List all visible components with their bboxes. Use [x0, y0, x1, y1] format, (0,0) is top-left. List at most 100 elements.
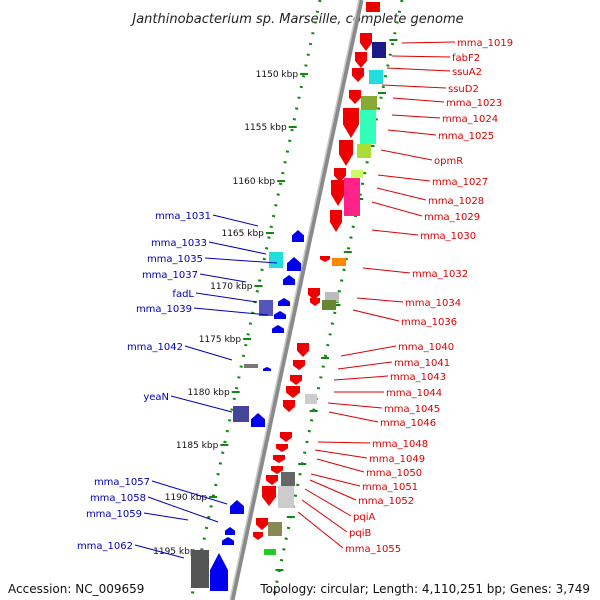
gene-box [322, 300, 336, 310]
genome-stats-label: Topology: circular; Length: 4,110,251 bp… [260, 582, 590, 596]
gene-arrow [334, 168, 346, 182]
gene-box [268, 522, 282, 536]
gene-arrow [290, 375, 302, 385]
label-leader-line [143, 512, 189, 521]
label-leader-line [333, 375, 389, 381]
kbp-tick-label: 1165 kbp [221, 229, 264, 239]
label-leader-line [362, 267, 411, 274]
label-leader-line [352, 309, 400, 322]
label-leader-line [317, 441, 371, 444]
gene-label: mma_1048 [372, 439, 428, 450]
label-leader-line [204, 257, 278, 264]
gene-label: yeaN [143, 392, 169, 403]
label-leader-line [337, 361, 393, 370]
label-leader-line [380, 149, 433, 161]
gene-label: mma_1062 [77, 541, 133, 552]
label-leader-line [401, 41, 456, 44]
gene-arrow [262, 486, 276, 506]
gene-box [357, 144, 371, 158]
map-title: Janthinobacterium sp. Marseille, complet… [129, 12, 463, 27]
label-leader-line [376, 187, 427, 201]
label-leader-line [212, 214, 259, 227]
kbp-tick-label: 1195 kbp [153, 547, 196, 557]
kbp-tick-label: 1160 kbp [233, 177, 276, 187]
gene-label: mma_1023 [446, 98, 502, 109]
label-leader-line [391, 114, 441, 119]
label-leader-line [377, 174, 431, 182]
label-leader-line [340, 345, 397, 357]
genome-backbone-highlight [229, 0, 360, 600]
gene-label: ssuA2 [452, 67, 482, 78]
gene-label: fabF2 [452, 53, 480, 64]
label-leader-line [297, 511, 344, 549]
gene-arrow [331, 180, 345, 206]
gene-label: mma_1044 [386, 388, 442, 399]
gene-label: mma_1019 [457, 38, 513, 49]
gene-arrow [230, 500, 244, 514]
gene-label: mma_1057 [94, 477, 150, 488]
gene-arrow [278, 298, 290, 306]
gene-arrow [308, 288, 320, 300]
gene-box [366, 2, 380, 12]
label-leader-line [328, 411, 379, 423]
label-leader-line [134, 544, 185, 559]
gene-label: mma_1024 [442, 114, 498, 125]
gene-label: fadL [172, 289, 194, 300]
gene-arrow [274, 311, 286, 319]
gene-arrow [225, 527, 235, 535]
label-leader-line [391, 55, 451, 58]
gene-label: mma_1025 [438, 131, 494, 142]
forward-gene-labels: mma_1019 fabF2 ssuA2 ssuD2 mma_1023 mma_1024m… [297, 38, 513, 555]
gene-arrow [355, 52, 367, 68]
gene-arrow [273, 455, 285, 463]
gene-arrow [343, 108, 359, 138]
gene-arrow [292, 230, 304, 242]
gene-box [344, 178, 360, 216]
gene-label: mma_1035 [147, 254, 203, 265]
gene-arrow [271, 466, 283, 474]
gene-label: mma_1045 [384, 404, 440, 415]
label-leader-line [304, 488, 352, 517]
label-leader-line [316, 458, 365, 473]
gene-arrow [339, 140, 353, 166]
gene-label: mma_1055 [345, 544, 401, 555]
kbp-tick-label: 1185 kbp [176, 441, 219, 451]
label-leader-line [310, 473, 361, 487]
gene-box [259, 300, 273, 316]
gene-label: mma_1058 [90, 493, 146, 504]
gene-label: mma_1039 [136, 304, 192, 315]
label-leader-line [387, 129, 437, 136]
gene-arrow [283, 400, 295, 412]
gene-box [264, 549, 276, 555]
gene-box [278, 486, 294, 508]
gene-label: mma_1028 [428, 196, 484, 207]
label-leader-line [151, 480, 228, 505]
genome-backbone [229, 0, 364, 600]
kbp-tick-label: 1175 kbp [199, 335, 242, 345]
kbp-tick-group: 1150 kbp 1155 kbp 1160 kbp 1165 kbp 1170 kbp… [153, 39, 398, 571]
label-leader-line [327, 402, 383, 409]
gene-arrow [293, 360, 305, 370]
gene-arrow [297, 343, 309, 357]
gene-arrow [263, 367, 271, 371]
gene-arrow [283, 275, 295, 285]
label-leader-line [386, 67, 451, 72]
gene-label: pqiB [349, 528, 371, 539]
gene-arrow [352, 68, 364, 82]
gene-arrow [320, 256, 330, 262]
gene-arrow [286, 386, 300, 398]
gene-label: mma_1043 [390, 372, 446, 383]
gene-feature-group [191, 2, 386, 591]
gene-box [351, 170, 363, 178]
label-leader-line [301, 499, 348, 533]
gene-arrow [210, 553, 228, 591]
gene-arrow [276, 444, 288, 452]
gene-label: mma_1033 [151, 238, 207, 249]
reverse-strand-track [189, 0, 322, 600]
label-leader-line [356, 297, 404, 303]
gene-label: mma_1040 [398, 342, 454, 353]
gene-box [369, 70, 383, 84]
kbp-tick-label: 1150 kbp [256, 70, 299, 80]
gene-label: mma_1036 [401, 317, 457, 328]
